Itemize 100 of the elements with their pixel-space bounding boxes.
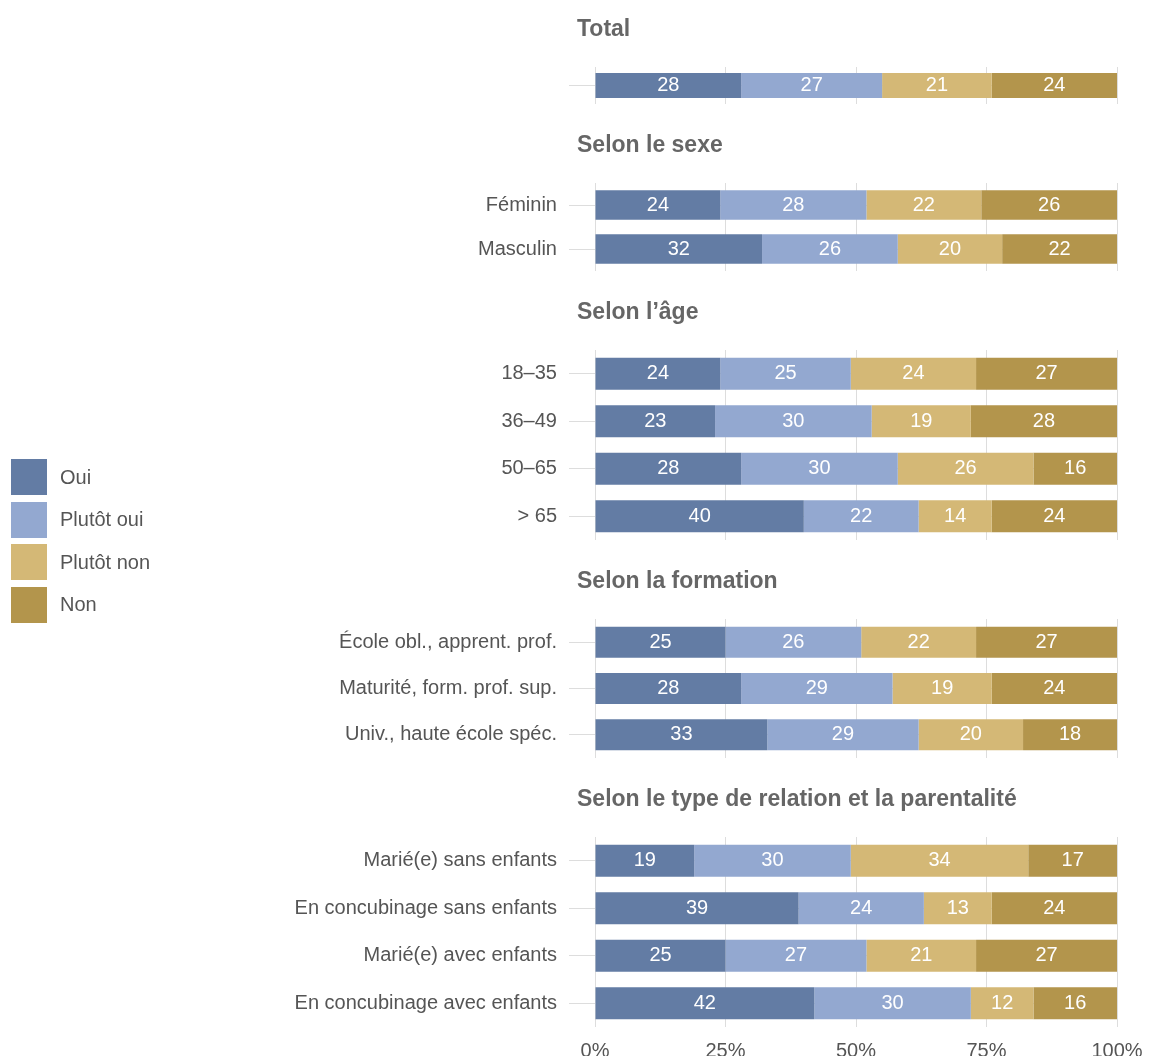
data-label: 26 [818,236,842,259]
data-label: 24 [646,192,670,215]
bar [595,672,742,705]
data-label: 26 [782,629,805,652]
data-label: 28 [657,456,680,479]
data-label: 28 [1032,408,1056,431]
bar [725,939,867,972]
bar [762,234,898,264]
bar [1028,844,1117,877]
bar [871,405,971,438]
bar [595,500,804,533]
data-label: 26 [954,456,977,479]
data-label: 24 [850,895,873,918]
bar [595,892,799,925]
x-tick-label: 50% [835,1038,877,1056]
data-label: 19 [910,408,933,431]
y-tick-label: Féminin [485,192,557,215]
bar [976,939,1117,972]
bar [866,190,982,220]
data-label: 28 [657,73,680,96]
data-label: 24 [1043,895,1066,918]
y-tick-label: En concubinage avec enfants [294,990,557,1013]
data-label: 30 [761,848,784,871]
data-label: 27 [800,73,823,96]
bar [850,357,977,390]
data-label: 26 [1038,192,1061,215]
bar [1002,234,1117,264]
data-label: 24 [1043,73,1066,96]
y-tick-label: École obl., apprent. prof. [339,629,557,652]
bar [595,626,726,658]
bar [803,500,919,533]
bar [970,987,1034,1020]
legend-label: Non [60,593,97,617]
data-label: 16 [1064,456,1087,479]
bar [767,719,919,751]
bar [595,357,721,390]
y-tick-label: 50–65 [501,456,557,479]
bar [595,190,721,220]
chart-title: Selon le sexe [577,130,724,159]
bar [1033,452,1117,485]
bar [595,719,768,751]
bar [595,844,695,877]
bar [720,357,851,390]
data-label: 22 [850,503,873,526]
data-label: 24 [646,361,670,384]
chart-title: Total [577,14,632,43]
data-label: 42 [693,990,716,1013]
x-tick-label: 75% [966,1038,1007,1056]
bar [595,73,742,98]
y-tick-label: Univ., haute école spéc. [345,722,557,745]
bar [897,452,1034,485]
x-tick-label: 0% [580,1038,610,1056]
data-label: 24 [1043,676,1066,699]
data-label: 18 [1058,722,1082,745]
x-tick-label: 100% [1091,1038,1143,1056]
bar [595,405,716,438]
data-label: 30 [808,456,831,479]
bar [741,452,898,485]
data-label: 29 [805,676,828,699]
y-tick-label: 18–35 [501,361,557,384]
bar [595,987,815,1020]
bar [725,626,862,658]
bar [595,452,742,485]
y-tick-label: 36–49 [501,408,557,431]
bar [970,405,1117,438]
bar [595,234,763,264]
data-label: 32 [667,236,690,259]
x-tick-label: 25% [705,1038,746,1056]
bar [981,190,1117,220]
data-label: 30 [782,408,805,431]
chart-title: Selon l’âge [577,297,700,326]
data-label: 27 [784,943,808,966]
bar [741,672,893,705]
data-label: 40 [688,503,711,526]
data-label: 24 [902,361,925,384]
data-label: 27 [1035,629,1058,652]
bar [991,73,1117,98]
bar [892,672,992,705]
data-label: 20 [938,236,962,259]
bar [595,939,726,972]
data-label: 25 [649,943,672,966]
y-tick-label: Marié(e) sans enfants [363,848,557,871]
bar [798,892,924,925]
data-label: 25 [649,629,672,652]
data-label: 21 [910,943,933,966]
data-label: 12 [991,990,1014,1013]
data-label: 27 [1035,943,1058,966]
y-tick-label: En concubinage sans enfants [294,895,557,918]
data-label: 34 [928,848,951,871]
bar [918,719,1024,751]
data-label: 22 [907,629,930,652]
data-label: 16 [1064,990,1087,1013]
chart-title: Selon la formation [577,566,779,595]
legend-label: Plutôt oui [60,508,144,532]
data-label: 17 [1061,848,1084,871]
bar [976,626,1117,658]
bar [866,939,977,972]
bar [991,892,1117,925]
data-label: 28 [782,192,805,215]
data-label: 28 [657,676,680,699]
